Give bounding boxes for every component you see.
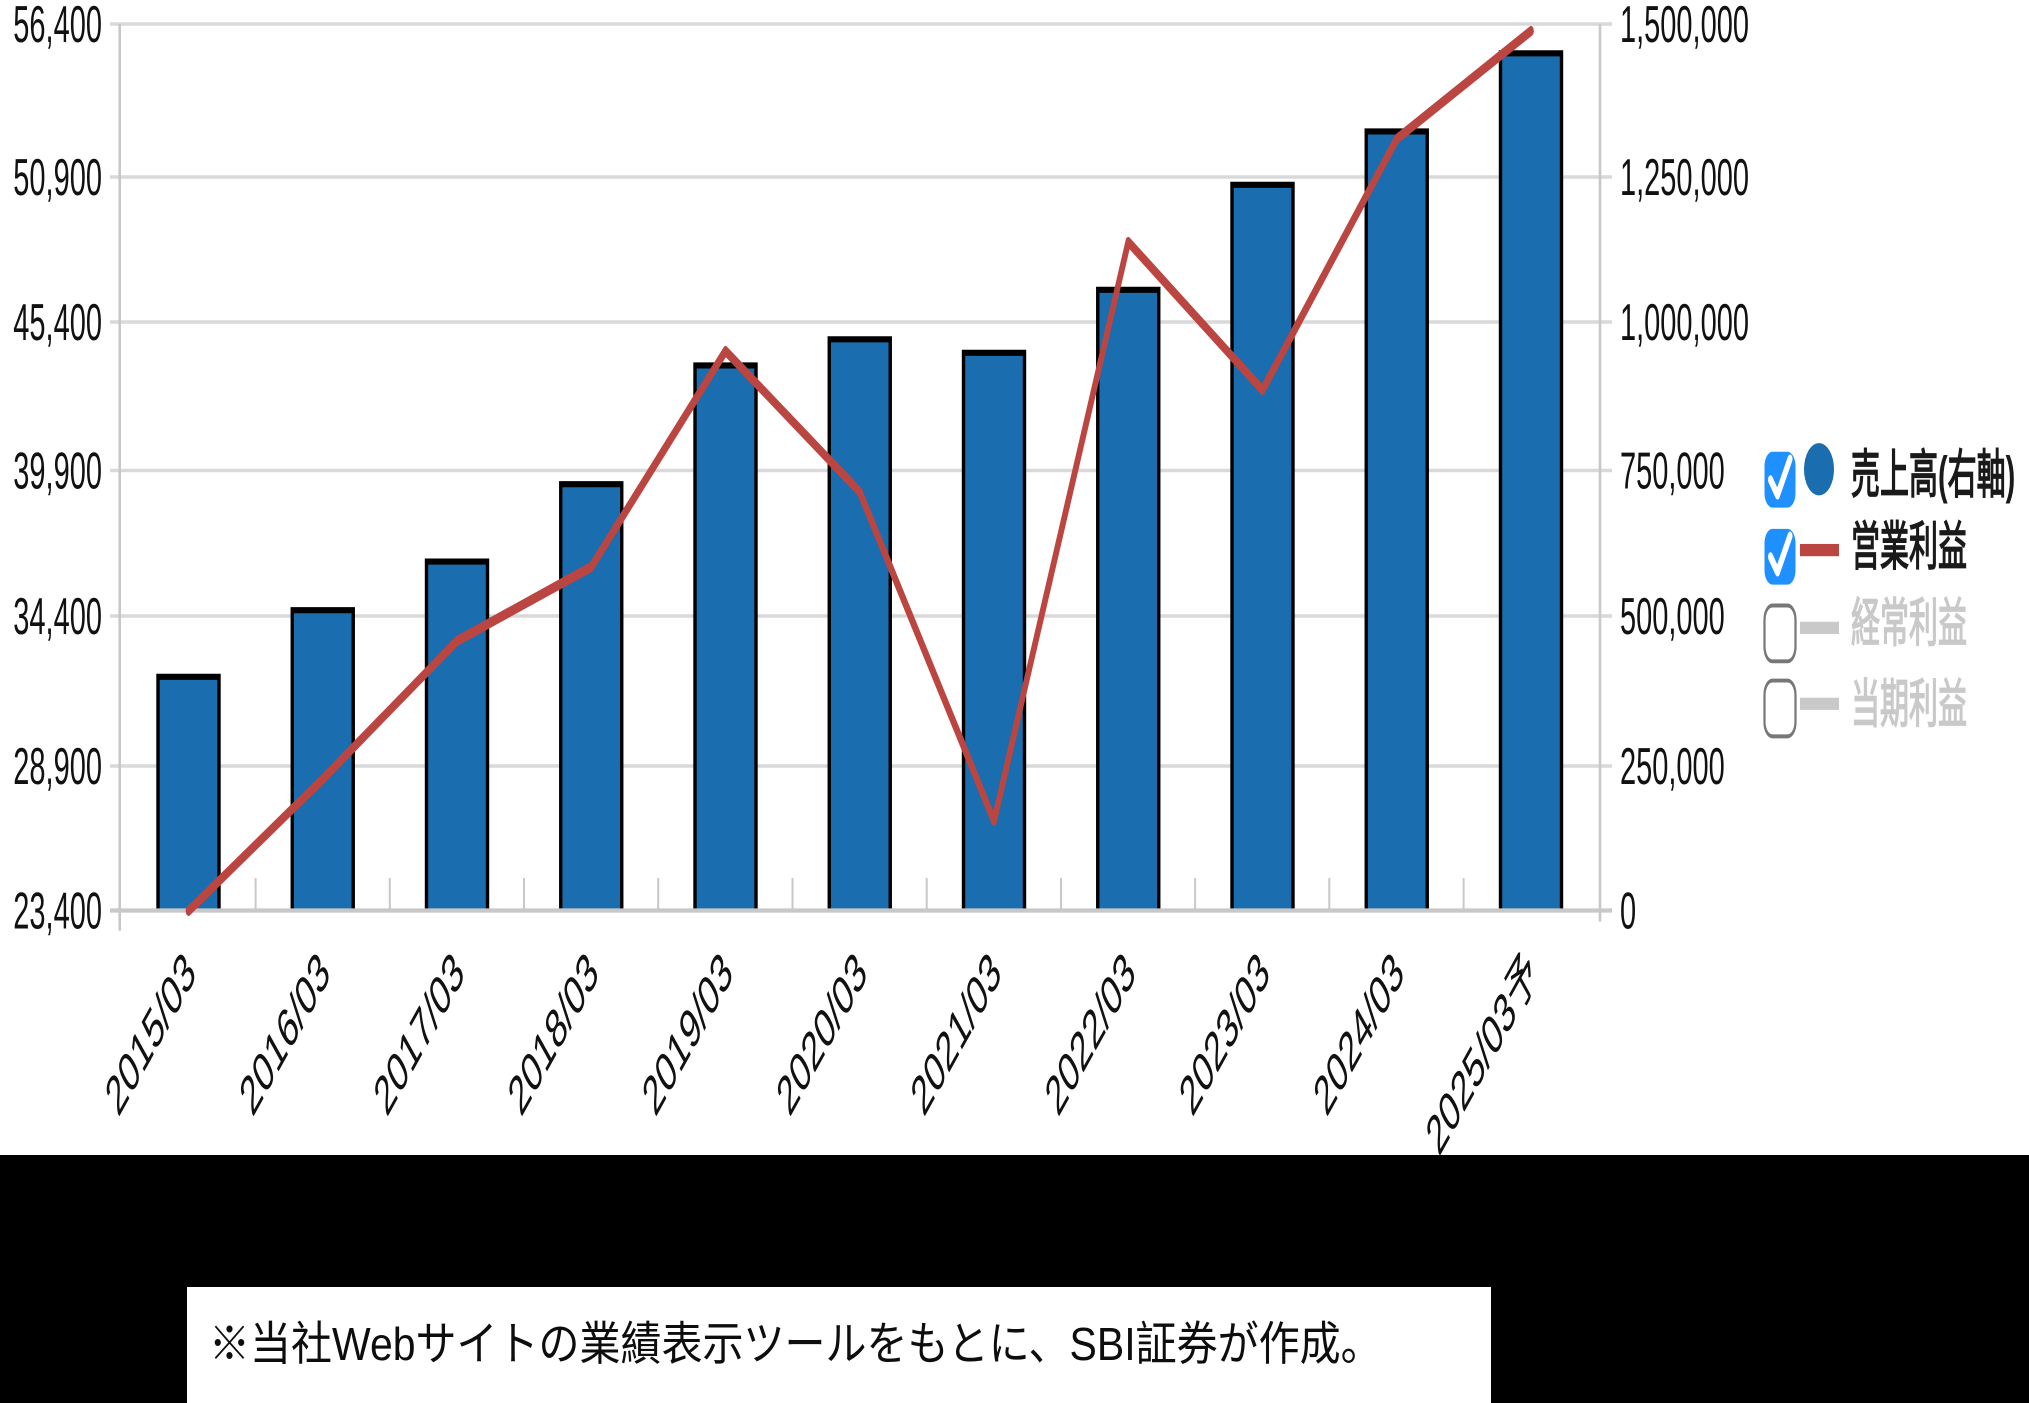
svg-text:営業利益: 営業利益 <box>1851 517 1967 575</box>
svg-text:2015/03: 2015/03 <box>98 940 202 1127</box>
svg-text:2017/03: 2017/03 <box>367 940 471 1127</box>
svg-text:2023/03: 2023/03 <box>1172 940 1276 1127</box>
svg-text:23,400: 23,400 <box>13 881 102 939</box>
svg-text:1,000,000: 1,000,000 <box>1620 293 1749 351</box>
svg-text:750,000: 750,000 <box>1620 442 1725 500</box>
svg-text:当期利益: 当期利益 <box>1851 675 1967 733</box>
svg-text:2018/03: 2018/03 <box>501 940 605 1127</box>
svg-text:1,500,000: 1,500,000 <box>1620 0 1749 53</box>
svg-text:45,400: 45,400 <box>13 293 102 351</box>
svg-text:56,400: 56,400 <box>13 0 102 53</box>
svg-text:2016/03: 2016/03 <box>233 940 337 1127</box>
svg-text:2021/03: 2021/03 <box>904 940 1008 1127</box>
svg-text:経常利益: 経常利益 <box>1851 594 1967 652</box>
svg-text:34,400: 34,400 <box>13 587 102 645</box>
svg-text:2024/03: 2024/03 <box>1307 940 1411 1127</box>
svg-text:2022/03: 2022/03 <box>1038 940 1142 1127</box>
svg-text:1,250,000: 1,250,000 <box>1620 148 1749 206</box>
svg-text:0: 0 <box>1620 881 1636 939</box>
svg-text:売上高(右軸): 売上高(右軸) <box>1851 445 2015 503</box>
svg-text:39,900: 39,900 <box>13 442 102 500</box>
svg-text:2025/03予: 2025/03予 <box>1419 940 1545 1155</box>
svg-text:250,000: 250,000 <box>1620 737 1725 795</box>
svg-text:28,900: 28,900 <box>13 737 102 795</box>
svg-text:2019/03: 2019/03 <box>635 940 739 1127</box>
svg-text:500,000: 500,000 <box>1620 587 1725 645</box>
svg-text:50,900: 50,900 <box>13 148 102 206</box>
svg-text:2020/03: 2020/03 <box>770 940 874 1127</box>
